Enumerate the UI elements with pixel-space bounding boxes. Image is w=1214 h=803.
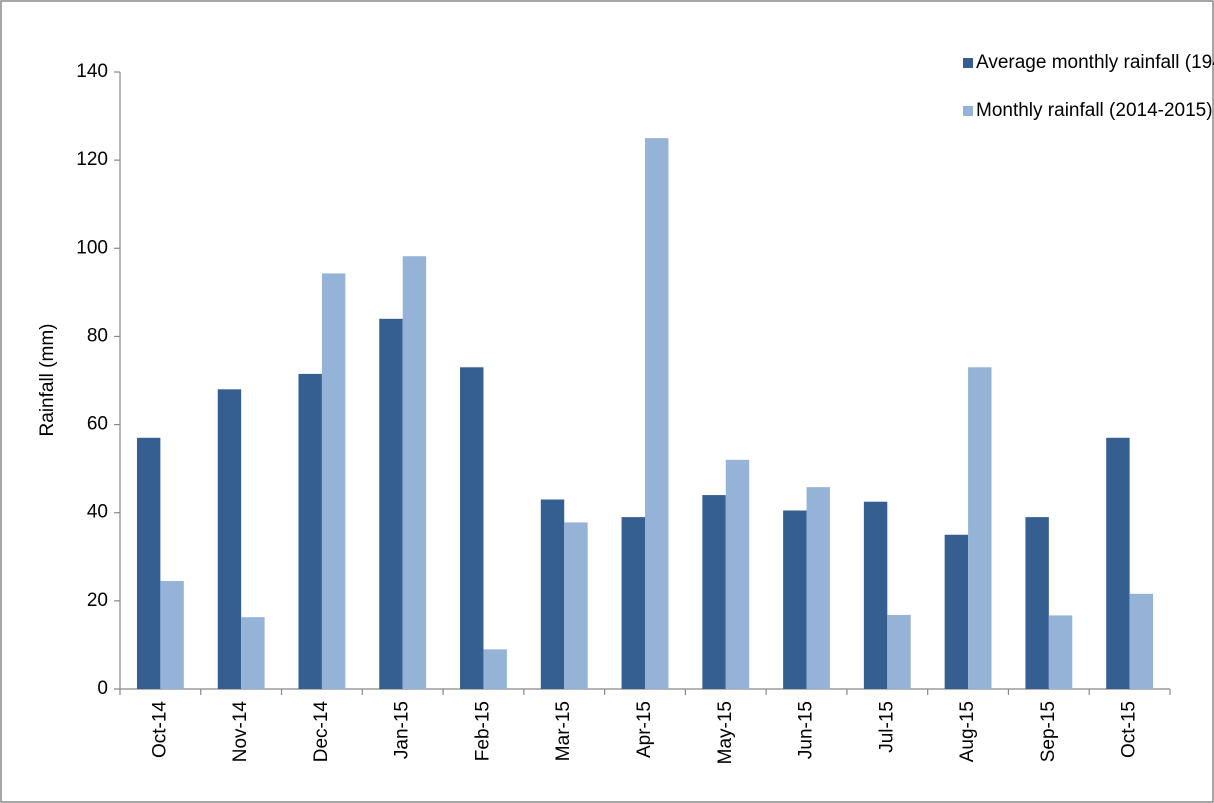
x-tick-label: Jul-15: [876, 701, 897, 753]
bar: [1048, 615, 1073, 689]
bar: [887, 614, 911, 689]
x-tick-label: May-15: [715, 701, 736, 764]
x-tick-label: Apr-15: [634, 701, 655, 758]
bar: [483, 649, 507, 689]
y-tick-label: 0: [97, 678, 108, 699]
bar: [968, 367, 992, 689]
x-tick-label: Feb-15: [472, 701, 493, 761]
legend-swatch: [963, 106, 973, 116]
bar: [863, 501, 888, 689]
y-tick-label: 80: [87, 325, 108, 346]
bar: [806, 487, 830, 689]
x-tick-label: Jan-15: [392, 701, 413, 759]
bar: [379, 318, 403, 689]
bar: [944, 534, 969, 689]
x-tick-label: Mar-15: [553, 701, 574, 761]
x-tick-label: Nov-14: [230, 701, 251, 763]
y-axis-title: Rainfall (mm): [37, 324, 58, 437]
bar: [1129, 593, 1154, 689]
legend-label: Monthly rainfall (2014-2015): [976, 100, 1213, 121]
x-tick-label: Sep-15: [1038, 701, 1059, 762]
bar: [136, 437, 161, 689]
y-tick-label: 60: [87, 414, 108, 435]
bar: [321, 273, 346, 689]
bar: [540, 499, 565, 689]
bar: [725, 459, 750, 689]
bar: [298, 373, 322, 689]
legend-swatch: [963, 58, 973, 68]
bar: [241, 617, 265, 689]
bar: [1106, 437, 1130, 689]
x-tick-label: Dec-14: [311, 701, 332, 763]
y-tick-label: 20: [87, 590, 108, 611]
bar: [217, 389, 242, 689]
y-tick-label: 120: [76, 149, 108, 170]
bar: [402, 256, 427, 689]
y-tick-label: 100: [76, 237, 108, 258]
bar: [783, 510, 807, 689]
x-tick-label: Oct-14: [149, 701, 170, 758]
bar: [645, 138, 669, 689]
bar: [702, 495, 726, 689]
bar: [160, 581, 184, 689]
x-tick-label: Oct-15: [1119, 701, 1140, 758]
bar: [1025, 517, 1049, 689]
bar: [621, 517, 645, 689]
x-tick-label: Aug-15: [957, 701, 978, 762]
y-tick-label: 40: [87, 502, 108, 523]
y-tick-label: 140: [76, 61, 108, 82]
legend-label: Average monthly rainfall (1948 - 2015): [976, 52, 1214, 73]
bar: [460, 367, 484, 689]
bar: [564, 522, 588, 689]
x-tick-label: Jun-15: [796, 701, 817, 759]
